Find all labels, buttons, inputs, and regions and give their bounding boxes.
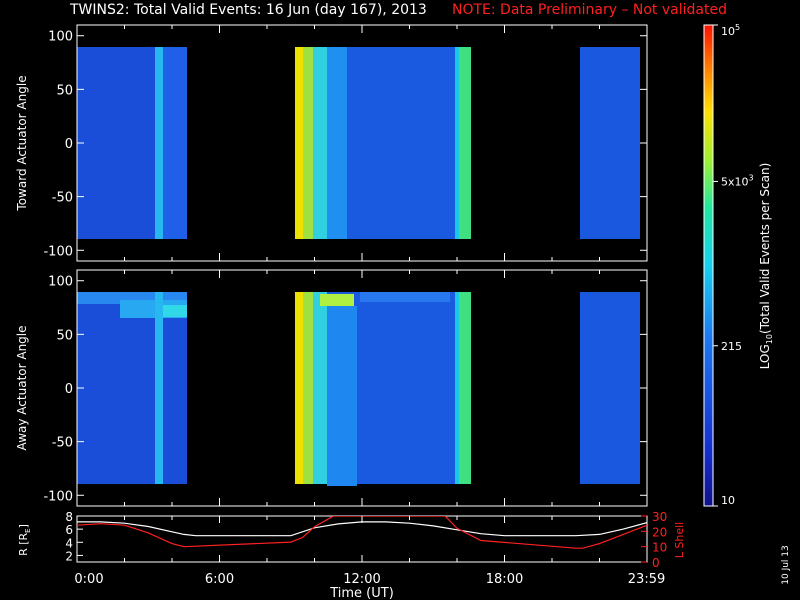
ytick-label: 8 [65,510,73,524]
bottom-ylabel-sub: E [24,528,32,532]
colorbar-tick-label: 10 [721,494,735,507]
y2tick-label: 20 [652,525,667,539]
top-heatmap [77,47,640,239]
xtick-label: 23:59 [628,572,665,587]
colorbar-label: LOG10(Total Valid Events per Scan) [758,163,774,370]
colorbar-tick-base: 5x10 [721,175,749,188]
y2tick-label: 0 [652,556,660,570]
colorbar-label-sub: 10 [765,334,774,344]
ytick-label: 50 [56,83,73,98]
top-panel: 100 50 0 -50 -100 Toward Actuator Angle [15,24,648,262]
xtick-label: 0:00 [74,572,103,587]
ytick-label: 0 [65,137,73,152]
ytick-label: 50 [56,328,73,343]
chart-title: TWINS2: Total Valid Events: 16 Jun (day … [70,2,427,18]
ytick-label: 6 [65,523,73,537]
colorbar-tick-base: 10 [721,25,735,38]
preliminary-note: NOTE: Data Preliminary – Not validated [452,2,727,18]
middle-heatmap [77,292,640,486]
y2tick-label: 10 [652,541,667,555]
date-stamp: 10 Jul 13 [776,540,796,590]
xtick-label: 18:00 [486,572,523,587]
colorbar-tick-label: 215 [721,340,742,353]
colorbar-label-rest: (Total Valid Events per Scan) [758,163,772,334]
middle-ylabel: Away Actuator Angle [15,325,29,450]
colorbar-label-log: LOG [758,344,772,369]
xtick-label: 12:00 [343,572,380,587]
bottom-ylabel-end: ] [17,524,30,528]
bottom-xlabel: Time (UT) [329,586,394,600]
ytick-label: 100 [48,30,73,45]
ytick-label: -100 [43,244,73,259]
date-stamp-text: 10 Jul 13 [781,545,791,585]
bottom-ylabel: R [RE] [17,524,32,556]
bottom-y2label: L Shell [673,522,686,558]
colorbar-tick-sup: 3 [749,173,754,182]
colorbar-tick-base: 215 [721,340,742,353]
colorbar-tick-base: 10 [721,494,735,507]
ytick-label: 2 [65,549,73,563]
ytick-label: 0 [65,382,73,397]
ytick-label: 100 [48,275,73,290]
xtick-label: 6:00 [205,572,234,587]
ytick-label: 4 [65,536,73,550]
ytick-label: -100 [43,489,73,504]
radius-line [77,521,647,537]
ytick-label: -50 [52,436,73,451]
l-shell-line [77,516,647,549]
colorbar-tick-sup: 5 [735,23,740,32]
middle-panel: 100 50 0 -50 -100 Away Actuator Angle [15,269,648,507]
bottom-ylabel-main: R [R [17,532,30,555]
ytick-label: -50 [52,191,73,206]
y2tick-label: 30 [652,510,667,524]
top-ylabel: Toward Actuator Angle [15,75,29,211]
colorbar-tick-label: 5x103 [721,173,754,188]
title-line: TWINS2: Total Valid Events: 16 Jun (day … [0,2,800,22]
colorbar-gradient [703,24,714,507]
colorbar-tick-label: 105 [721,23,740,38]
